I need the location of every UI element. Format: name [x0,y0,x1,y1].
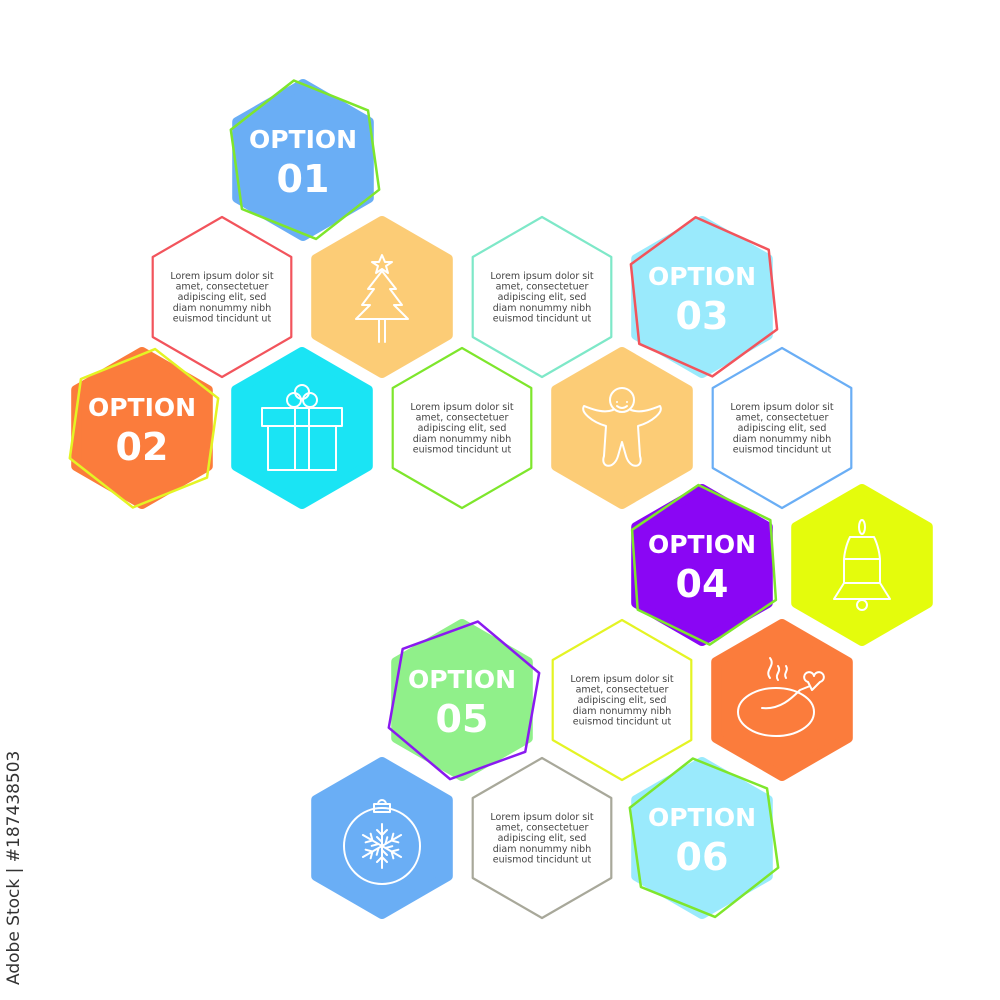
option-03-hexagon: OPTION 03 [629,215,779,378]
icon-hexagon [551,347,693,509]
body-text-line: adipiscing elit, sed [578,695,667,706]
body-text-line: diam nonummy nibh [493,844,592,855]
body-text-line: Lorem ipsum dolor sit [410,402,513,413]
option-06-hexagon: OPTION 06 [628,757,780,919]
snowflake-ornament-icon [343,799,421,885]
body-text-line: diam nonummy nibh [413,434,512,445]
body-text-line: adipiscing elit, sed [498,292,587,303]
body-text-line: Lorem ipsum dolor sit [170,271,273,282]
icon-hexagon-fill [791,484,933,646]
option-label: OPTION [249,125,357,154]
body-text-line: adipiscing elit, sed [418,423,507,434]
option-number: 06 [676,835,729,879]
body-text-line: euismod tincidunt ut [493,854,592,865]
text-hexagon-outline [471,756,613,920]
body-text-line: adipiscing elit, sed [738,423,827,434]
body-text-line: diam nonummy nibh [573,706,672,717]
option-number: 02 [116,425,169,469]
option-label: OPTION [88,393,196,422]
option-hexagon-outline [628,757,780,919]
option-number: 03 [676,294,729,338]
body-text-line: euismod tincidunt ut [733,444,832,455]
option-label: OPTION [648,803,756,832]
option-hexagon-outline [387,620,541,781]
icon-hexagon [711,619,853,781]
icon-hexagon [231,347,373,509]
text-hexagon-outline [391,346,533,510]
christmas-tree-icon [355,254,409,343]
icon-hexagon-fill [231,347,373,509]
body-text-line: adipiscing elit, sed [178,292,267,303]
option-02-hexagon: OPTION 02 [68,347,220,509]
option-05-hexagon: OPTION 05 [387,619,541,781]
icon-hexagon-fill [711,619,853,781]
option-label: OPTION [648,262,756,291]
body-text-line: adipiscing elit, sed [498,833,587,844]
body-text-line: Lorem ipsum dolor sit [570,674,673,685]
icon-hexagon-fill [311,216,453,378]
body-text-line: euismod tincidunt ut [573,716,672,727]
stock-watermark: Adobe Stock | #187438503 [4,750,24,985]
body-text-line: diam nonummy nibh [493,303,592,314]
gingerbread-man-icon [582,387,662,467]
option-hexagon-outline [629,215,779,378]
gift-box-icon [261,384,343,471]
body-text-line: amet, consectetuer [416,413,509,424]
roast-chicken-icon [737,657,825,737]
option-label: OPTION [408,665,516,694]
icon-hexagon [311,216,453,378]
option-01-hexagon: OPTION 01 [229,79,381,241]
body-text-line: euismod tincidunt ut [173,313,272,324]
option-hexagon-outline [68,347,220,509]
text-hexagon-outline [551,618,693,782]
text-hexagon-outline [151,215,293,379]
body-text-line: amet, consectetuer [576,685,669,696]
body-text-line: amet, consectetuer [496,823,589,834]
text-hexagon-outline [711,346,853,510]
text-hexagon-outline [471,215,613,379]
body-text-line: Lorem ipsum dolor sit [490,812,593,823]
bell-icon [833,519,891,611]
body-text-line: euismod tincidunt ut [493,313,592,324]
option-label: OPTION [648,530,756,559]
body-text-line: amet, consectetuer [496,282,589,293]
body-text-line: amet, consectetuer [176,282,269,293]
icon-hexagon [791,484,933,646]
body-text-line: Lorem ipsum dolor sit [730,402,833,413]
option-04-hexagon: OPTION 04 [630,483,778,646]
body-text-line: euismod tincidunt ut [413,444,512,455]
body-text-line: diam nonummy nibh [173,303,272,314]
option-number: 04 [676,562,729,606]
option-number: 05 [436,697,489,741]
option-hexagon-outline [630,483,778,646]
icon-hexagon [311,757,453,919]
option-number: 01 [277,157,330,201]
icon-hexagon-fill [551,347,693,509]
body-text-line: amet, consectetuer [736,413,829,424]
body-text-line: Lorem ipsum dolor sit [490,271,593,282]
body-text-line: diam nonummy nibh [733,434,832,445]
option-hexagon-outline [229,79,381,241]
